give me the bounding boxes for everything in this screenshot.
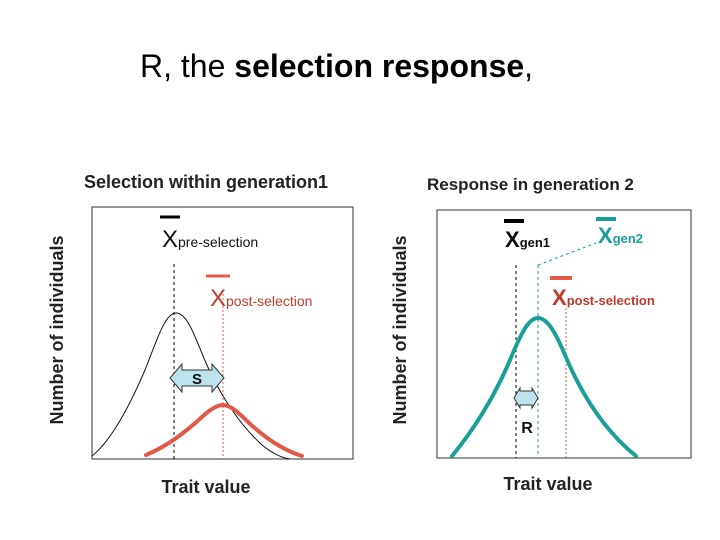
left-x-axis-label: Trait value: [161, 477, 250, 497]
gen2-distribution: [450, 315, 638, 458]
pre-selection-label-sub: pre-selection: [178, 234, 258, 250]
gen2-label-sub: gen2: [613, 231, 643, 246]
post-selection-label-sub: post-selection: [226, 293, 312, 309]
post-selection-distribution: [144, 402, 304, 458]
right-x-axis-label: Trait value: [503, 474, 592, 494]
right-y-axis-label: Number of individuals: [390, 235, 410, 424]
right-post-selection-label-main: X: [552, 285, 567, 310]
left-panel-title: Selection within generation1: [84, 172, 328, 192]
pre-selection-label-main: X: [162, 226, 178, 253]
right-panel: Response in generation 2 Number of indiv…: [390, 175, 692, 494]
left-panel: Selection within generation1 Number of i…: [47, 172, 354, 497]
gen1-label: Xgen1: [505, 227, 550, 252]
post-selection-label-main: X: [210, 285, 226, 312]
slide-title: R, the selection response,: [140, 48, 533, 85]
right-panel-title: Response in generation 2: [427, 175, 634, 194]
gen1-label-sub: gen1: [520, 235, 550, 250]
gen2-label-main: X: [598, 223, 613, 248]
slide-title-prefix: R, the: [140, 48, 235, 84]
right-post-selection-label: Xpost-selection: [552, 285, 655, 310]
response-label: R: [521, 420, 533, 437]
right-plot-frame: [436, 209, 692, 459]
slide-title-bold: selection response: [234, 48, 525, 84]
gen2-connector-line: [537, 242, 597, 266]
response-arrow: [513, 386, 539, 410]
left-plot-frame: [91, 206, 354, 460]
left-y-axis-label: Number of individuals: [47, 235, 67, 424]
pre-selection-label: Xpre-selection: [162, 226, 258, 253]
selection-differential-arrow: [169, 362, 225, 394]
selection-differential-label: S: [192, 371, 202, 388]
post-selection-label: Xpost-selection: [210, 285, 312, 312]
gen2-label: Xgen2: [598, 223, 643, 248]
right-post-selection-label-sub: post-selection: [567, 293, 655, 308]
slide-title-suffix: ,: [524, 48, 534, 84]
pre-selection-distribution: [91, 312, 291, 460]
gen1-label-main: X: [505, 227, 520, 252]
